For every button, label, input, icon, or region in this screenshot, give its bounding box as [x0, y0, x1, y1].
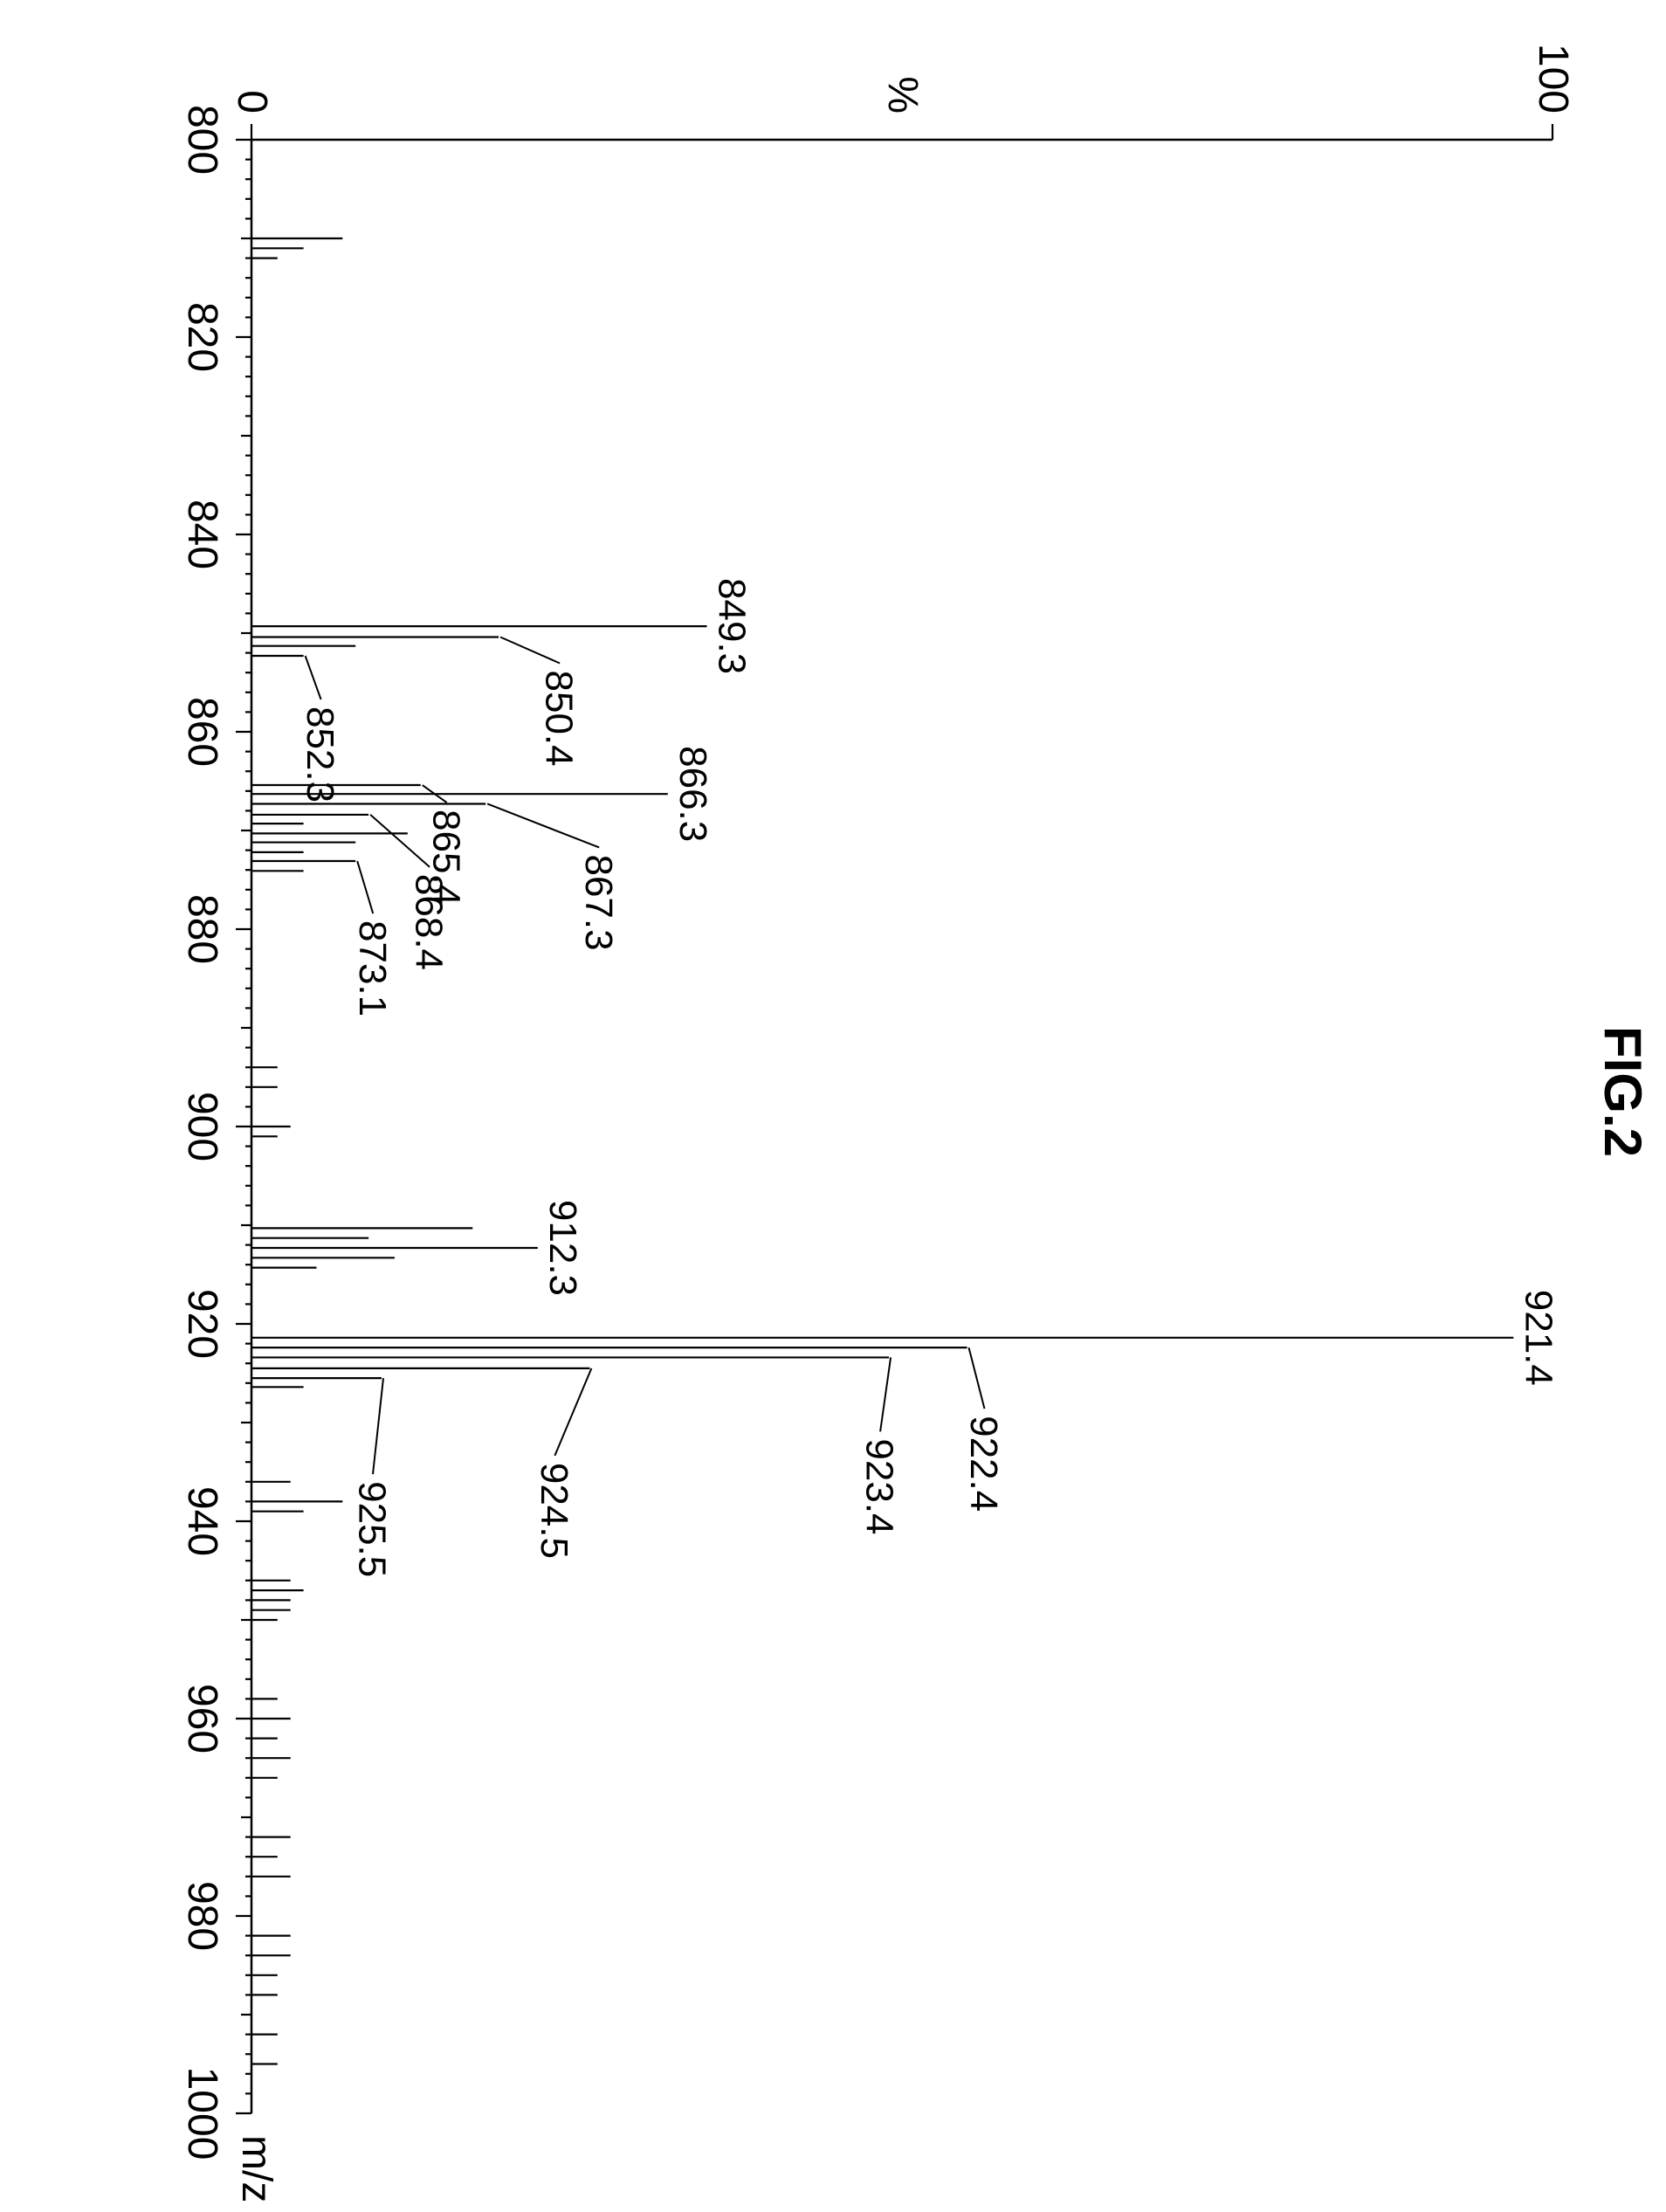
peak-label: 921.4	[1517, 1290, 1559, 1386]
x-tick-label: 900	[179, 1092, 225, 1161]
peak-label: 912.3	[541, 1200, 584, 1296]
figure-stage: FIG.2 0 100% 800 820 840 860 880 900 920 940 960 980…	[0, 0, 1666, 2212]
x-axis-label: m/z	[233, 2135, 279, 2202]
x-tick-label: 840	[179, 500, 225, 569]
peak-label: 850.4	[538, 671, 581, 767]
peak-label: 925.5	[351, 1481, 394, 1577]
peak-label: 866.3	[671, 746, 714, 842]
peak-label: 873.1	[351, 920, 394, 1016]
x-tick-label: 820	[179, 302, 225, 372]
x-tick-label: 860	[179, 697, 225, 767]
peak-label: 849.3	[711, 578, 754, 674]
x-tick-label: 1000	[179, 2067, 225, 2160]
peak-label: 867.3	[577, 854, 620, 950]
x-tick-label: 920	[179, 1289, 225, 1359]
y-tick-label: 0	[229, 90, 275, 114]
peak-label: 852.3	[299, 706, 341, 803]
peak-label: 922.4	[962, 1416, 1005, 1512]
x-tick-label: 880	[179, 894, 225, 964]
peak-label: 924.5	[533, 1463, 575, 1559]
x-tick-label: 980	[179, 1881, 225, 1951]
figure-title: FIG.2	[1594, 1026, 1652, 1157]
y-axis-label: %	[879, 76, 926, 114]
peak-label: 923.4	[858, 1438, 901, 1534]
x-tick-label: 940	[179, 1486, 225, 1556]
y-tick-label: 100	[1530, 44, 1576, 114]
x-tick-label: 960	[179, 1684, 225, 1754]
x-tick-label: 800	[179, 105, 225, 175]
chart-svg: FIG.2 0 100% 800 820 840 860 880 900 920 940 960 980…	[0, 0, 1666, 2212]
peak-label: 868.4	[408, 874, 451, 970]
